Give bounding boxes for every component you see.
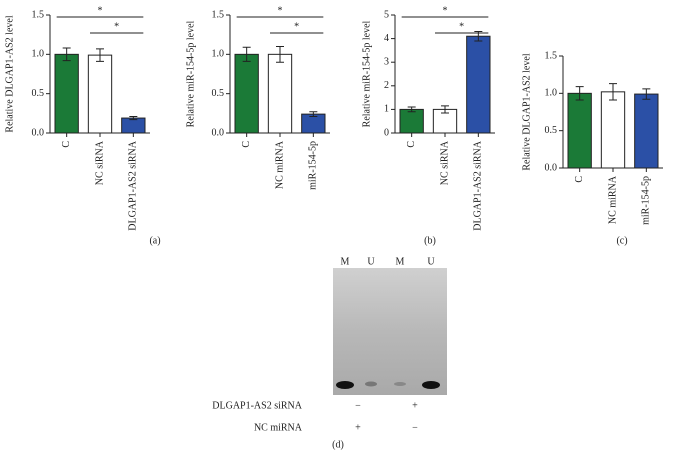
y-tick-label: 1.0 [212, 49, 225, 60]
bar [567, 92, 592, 169]
x-tick-label: NC miRNA [607, 175, 618, 224]
y-tick-label: 0 [384, 127, 389, 138]
y-tick-label: 1.0 [32, 49, 45, 60]
significance-star: * [459, 21, 464, 32]
bar [399, 108, 424, 134]
x-tick-label: NC miRNA [274, 140, 285, 189]
error-bar [407, 106, 416, 113]
error-bar [242, 46, 251, 62]
gel-band [422, 381, 440, 389]
row-label: NC miRNA [254, 422, 303, 433]
y-tick-label: 0.5 [32, 88, 45, 99]
row-mark: − [355, 400, 361, 411]
row-mark: + [412, 400, 418, 411]
bar [600, 91, 626, 169]
y-axis-title: Relative miR-154-5p level [185, 20, 196, 127]
y-tick-label: 4 [384, 33, 389, 44]
x-tick-label: NC siRNA [439, 140, 450, 185]
y-axis-title: Relative miR-154-5p level [361, 20, 372, 127]
row-mark: + [355, 422, 361, 433]
error-bar [96, 48, 104, 62]
error-bar [129, 115, 138, 121]
x-tick-label: miR-154-5p [641, 176, 652, 225]
row-mark: − [412, 422, 418, 433]
gel-band [365, 381, 377, 387]
y-tick-label: 0.5 [545, 125, 558, 136]
x-tick-label: C [241, 141, 252, 148]
panel-label: (c) [616, 235, 627, 246]
lane-label: M [396, 256, 405, 267]
bar [87, 54, 113, 134]
bar [466, 35, 491, 134]
significance-star: * [98, 5, 103, 16]
y-tick-label: 0.5 [212, 88, 225, 99]
y-tick-label: 1.5 [212, 9, 225, 20]
row-label: DLGAP1-AS2 siRNA [212, 400, 303, 411]
significance-star: * [278, 5, 283, 16]
error-bar [309, 111, 318, 117]
error-bar [62, 47, 71, 62]
panel-label: (b) [424, 235, 436, 246]
error-bar [276, 45, 284, 63]
y-tick-label: 3 [384, 56, 389, 67]
bar [267, 53, 293, 134]
panel-label: (a) [149, 235, 160, 246]
error-bar [441, 105, 449, 114]
x-tick-label: C [406, 141, 417, 148]
y-tick-label: 1 [384, 104, 389, 115]
y-tick-label: 2 [384, 80, 389, 91]
lane-label: U [427, 256, 435, 267]
gel-band [394, 382, 406, 386]
y-tick-label: 0.0 [212, 127, 225, 138]
gel-band [336, 381, 354, 389]
bar [54, 53, 79, 134]
y-tick-label: 0.0 [32, 127, 45, 138]
lane-label: M [341, 256, 350, 267]
x-tick-label: DLGAP1-AS2 siRNA [473, 140, 484, 231]
y-tick-label: 1.5 [545, 50, 558, 61]
significance-star: * [294, 21, 299, 32]
x-tick-label: C [61, 141, 72, 148]
error-bar [575, 86, 584, 101]
x-tick-label: C [574, 176, 585, 183]
y-tick-label: 1.0 [545, 88, 558, 99]
y-tick-label: 1.5 [32, 9, 45, 20]
y-axis-title: Relative DLGAP1-AS2 level [521, 53, 532, 170]
gel-image [333, 268, 447, 395]
y-axis-title: Relative DLGAP1-AS2 level [4, 15, 15, 132]
panel-label: (d) [332, 439, 344, 450]
y-tick-label: 0.0 [545, 162, 558, 173]
significance-star: * [443, 5, 448, 16]
bar [234, 53, 259, 134]
error-bar [609, 83, 617, 101]
significance-star: * [114, 21, 119, 32]
lane-label: U [367, 256, 375, 267]
bar [634, 93, 659, 169]
bar [121, 117, 146, 134]
x-tick-label: NC siRNA [94, 140, 105, 185]
x-tick-label: miR-154-5p [308, 141, 319, 190]
x-tick-label: DLGAP1-AS2 siRNA [128, 140, 139, 231]
error-bar [642, 88, 651, 100]
y-tick-label: 5 [384, 9, 389, 20]
